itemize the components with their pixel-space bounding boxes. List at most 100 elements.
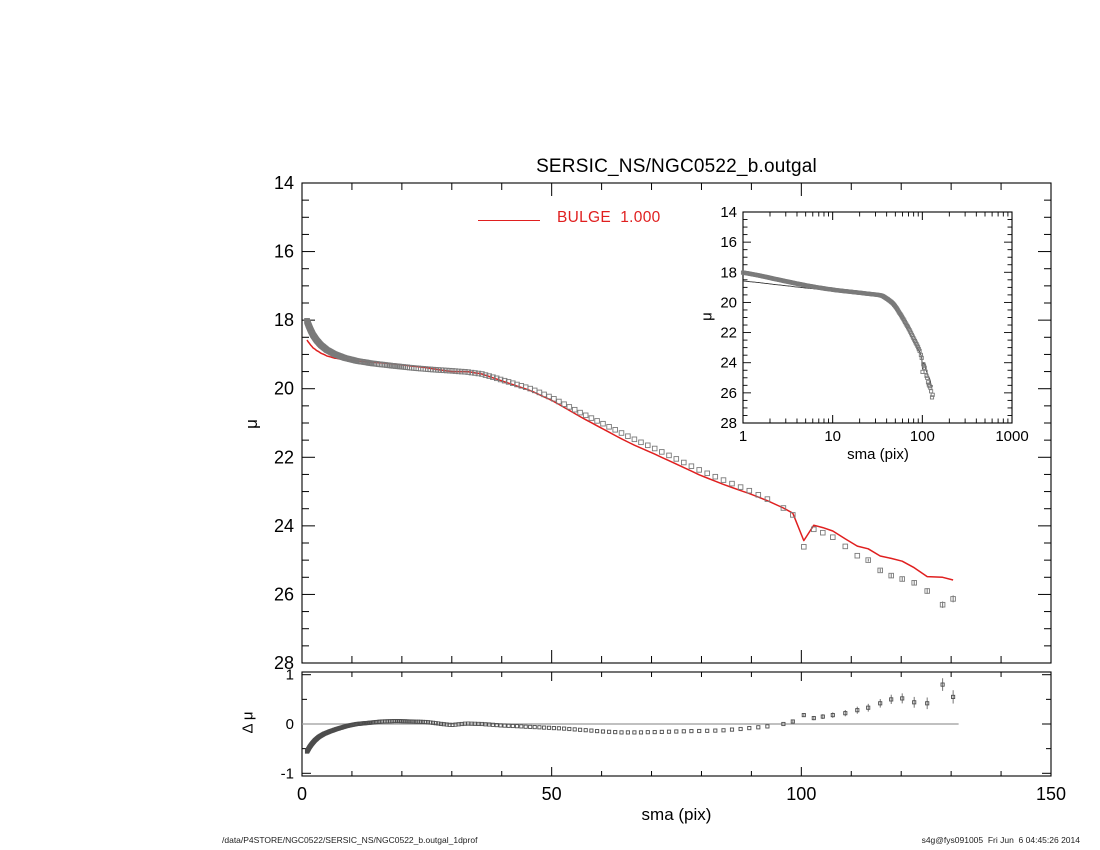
inset-y-tick-label: 16 — [720, 234, 737, 251]
data-point — [638, 439, 644, 446]
residual-data-point — [510, 723, 515, 729]
residual-data-point — [405, 719, 410, 724]
data-point — [501, 377, 508, 384]
residual-data-point — [912, 700, 917, 705]
residual-data-point — [638, 730, 644, 735]
data-point — [600, 420, 606, 427]
inset-data-point — [923, 369, 928, 374]
inset-y-tick-label: 18 — [720, 264, 737, 281]
residual-data-point — [843, 711, 848, 716]
residual-data-point — [542, 725, 547, 730]
legend-line-sample — [478, 220, 540, 221]
residual-data-point — [551, 726, 556, 731]
residual-data-point — [705, 728, 710, 733]
inset-data-point — [925, 380, 931, 385]
data-point — [696, 467, 702, 473]
data-point — [877, 567, 883, 574]
data-point — [842, 543, 849, 550]
residual-x-tick-label: 150 — [1036, 784, 1066, 804]
residual-data-point — [583, 728, 588, 733]
residual-data-point — [925, 701, 930, 706]
main-y-axis-label: μ — [242, 419, 261, 429]
data-point — [452, 368, 459, 374]
inset-data-point — [917, 348, 922, 353]
residual-data-point — [781, 721, 786, 727]
data-point — [441, 367, 447, 374]
residual-data-point — [423, 719, 428, 725]
residual-data-point — [490, 722, 495, 727]
inset-y-tick-label: 22 — [720, 325, 737, 342]
data-point — [556, 398, 562, 405]
data-point — [764, 496, 771, 502]
residual-data-point — [418, 719, 423, 724]
data-point — [462, 369, 468, 375]
data-point — [465, 369, 471, 375]
data-point — [673, 456, 680, 462]
residual-data-point — [889, 697, 894, 702]
inset-data-point — [929, 395, 935, 400]
inset-data-point — [929, 389, 934, 394]
residual-data-point — [600, 729, 606, 734]
data-point — [571, 406, 578, 413]
residual-data-point — [878, 701, 883, 706]
residual-data-point — [578, 727, 583, 732]
residual-data-point — [689, 729, 694, 734]
residual-data-point — [407, 719, 412, 724]
residual-data-point — [652, 730, 657, 735]
data-point — [729, 480, 735, 487]
residual-y-tick-label: -1 — [281, 765, 294, 782]
residual-data-point — [403, 719, 408, 724]
inset-y-tick-label: 14 — [720, 204, 737, 221]
residual-data-point — [790, 719, 795, 724]
residual-data-point — [607, 729, 612, 734]
residual-data-point — [625, 730, 630, 735]
residual-data-point — [430, 720, 436, 725]
residual-data-point — [487, 722, 492, 727]
data-point — [688, 463, 695, 469]
residual-data-point — [830, 713, 835, 718]
plot-title: SERSIC_NS/NGC0522_b.outgal — [536, 156, 817, 177]
data-point — [939, 601, 946, 608]
residual-data-point — [855, 708, 860, 713]
main-y-tick-label: 24 — [274, 516, 294, 536]
data-point — [950, 596, 956, 602]
data-point — [588, 415, 595, 421]
data-point — [479, 371, 485, 377]
residual-data-point — [572, 727, 577, 732]
residual-data-point — [595, 729, 600, 734]
residual-data-point — [900, 696, 905, 701]
residual-data-point — [756, 725, 761, 730]
residual-y-axis-label: Δ μ — [239, 711, 257, 734]
inset-y-tick-label: 26 — [720, 385, 737, 402]
data-point — [681, 459, 687, 466]
main-y-tick-label: 14 — [274, 173, 294, 193]
residual-y-tick-label: 1 — [286, 667, 294, 684]
residual-data-point — [425, 720, 431, 725]
residual-data-point — [439, 721, 444, 726]
residual-data-point — [433, 721, 438, 726]
residual-data-point — [494, 723, 499, 728]
data-point — [618, 430, 625, 436]
residual-data-point — [546, 725, 552, 730]
data-point — [612, 427, 618, 433]
residual-y-tick-label: 0 — [286, 716, 294, 733]
inset-x-tick-label: 10 — [824, 428, 841, 445]
residual-data-point — [801, 713, 806, 718]
data-point — [888, 572, 894, 579]
residual-data-point — [765, 724, 770, 729]
residual-data-point — [556, 726, 561, 731]
residual-data-point — [519, 724, 524, 729]
data-point — [924, 588, 930, 594]
residual-data-point — [645, 730, 650, 735]
data-point — [645, 442, 651, 449]
residual-data-point — [567, 726, 572, 732]
main-y-tick-label: 18 — [274, 310, 294, 330]
residual-data-point — [713, 728, 718, 733]
data-point — [472, 370, 478, 376]
residual-data-point — [502, 723, 507, 728]
data-point — [712, 473, 719, 480]
data-point — [475, 370, 482, 377]
inset-model-line — [742, 280, 934, 387]
data-point — [911, 580, 917, 586]
data-point — [651, 445, 658, 452]
